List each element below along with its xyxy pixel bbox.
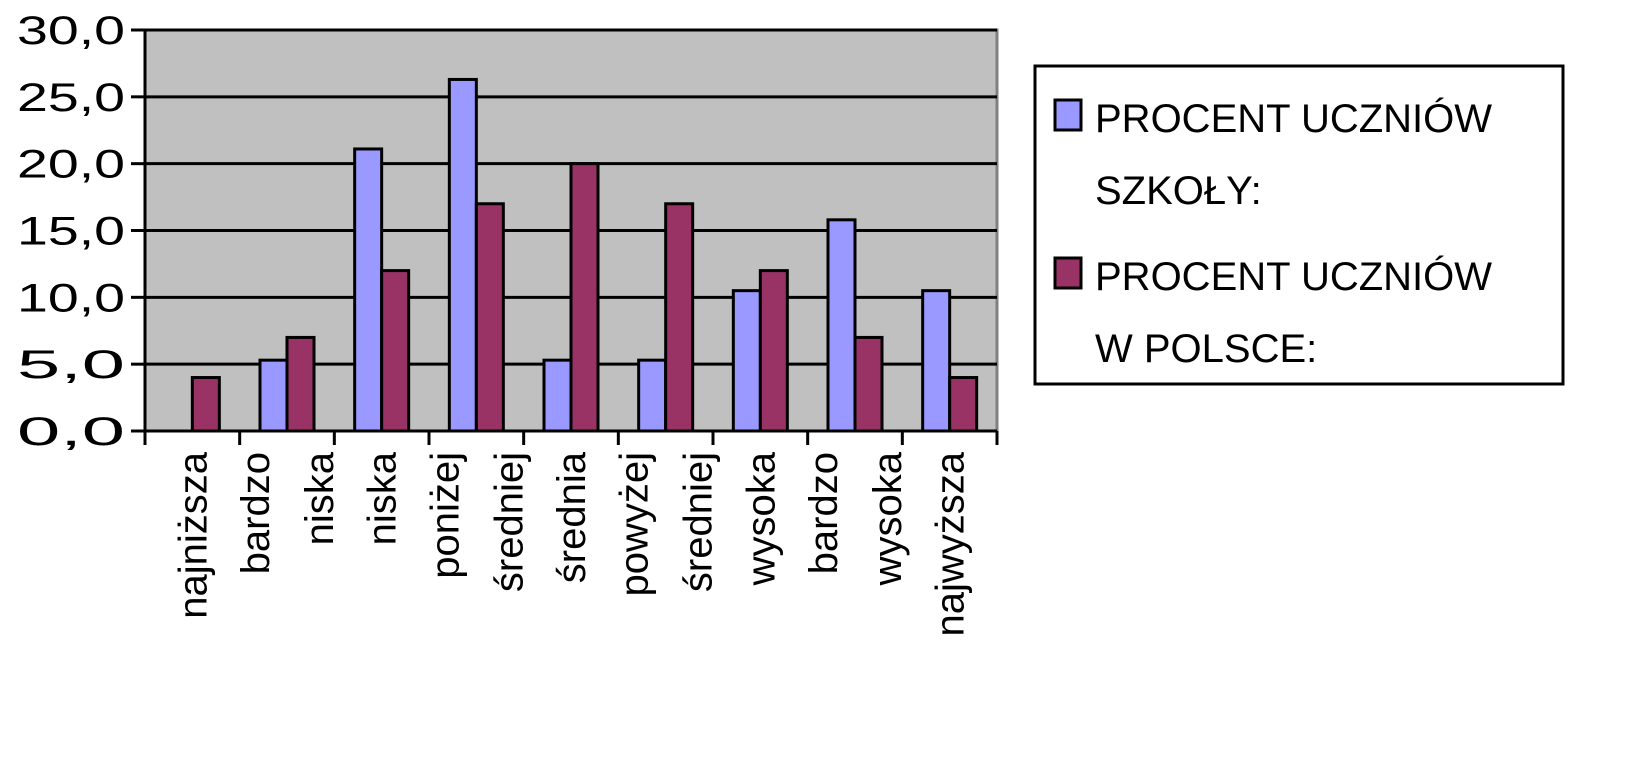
x-category-label: bardzo — [802, 452, 846, 574]
bar-series-2 — [474, 202, 505, 433]
x-category-label: niska — [361, 451, 405, 545]
x-category-label: wysoka — [866, 451, 910, 586]
legend-box — [1033, 64, 1565, 386]
y-tick-label: 10,0 — [17, 276, 125, 320]
x-category-label: bardzo — [234, 452, 278, 574]
bar-series-2 — [380, 269, 411, 433]
y-tick-label: 0,0 — [17, 410, 125, 454]
y-tick-label: 25,0 — [17, 76, 125, 120]
legend-label-series-1: PROCENT UCZNIÓW — [1095, 96, 1492, 141]
x-category-label: najniższa — [171, 451, 215, 619]
bar-series-2 — [758, 269, 789, 433]
bar-series-1 — [353, 147, 384, 433]
bar-series-1 — [921, 289, 952, 433]
bar-series-1 — [731, 289, 762, 433]
x-category-label: powyżej — [613, 452, 657, 597]
bar-series-2 — [664, 202, 695, 433]
x-category-label: poniżej — [423, 452, 467, 579]
y-tick-label: 20,0 — [17, 143, 125, 187]
y-tick-labels: 0,0 5,0 10,0 15,0 20,0 25,0 30,0 — [17, 9, 125, 454]
bar-series-2 — [948, 376, 979, 433]
axes — [131, 28, 999, 445]
bar-series-2 — [853, 335, 884, 433]
x-category-label: średniej — [677, 452, 721, 592]
x-category-label: średnia — [550, 451, 594, 583]
y-tick-label: 5,0 — [17, 343, 125, 387]
y-tick-label: 30,0 — [17, 9, 125, 53]
bars — [190, 77, 979, 433]
x-category-label: niska — [298, 451, 342, 545]
x-category-labels: najniższa bardzo niska niska poniżej średniej… — [171, 451, 972, 636]
legend-swatch-series-2 — [1053, 256, 1083, 290]
bar-series-1 — [637, 358, 668, 433]
bar-series-1 — [542, 358, 573, 433]
x-category-label: najwyższa — [929, 451, 973, 636]
bar-series-2 — [190, 376, 221, 433]
bar-series-2 — [285, 335, 316, 433]
legend-label-series-2: W POLSCE: — [1095, 327, 1317, 371]
x-category-label: wysoka — [739, 451, 783, 586]
legend: PROCENT UCZNIÓW SZKOŁY: PROCENT UCZNIÓW W P… — [1033, 64, 1565, 386]
y-tick-label: 15,0 — [17, 210, 125, 254]
bar-series-1 — [258, 358, 289, 433]
bar-series-1 — [447, 77, 478, 433]
legend-swatch-series-1 — [1053, 98, 1083, 132]
legend-label-series-2: PROCENT UCZNIÓW — [1095, 254, 1492, 299]
bar-series-2 — [569, 162, 600, 433]
legend-label-series-1: SZKOŁY: — [1095, 169, 1262, 213]
x-category-label: średniej — [487, 452, 531, 592]
bar-series-1 — [826, 218, 857, 433]
